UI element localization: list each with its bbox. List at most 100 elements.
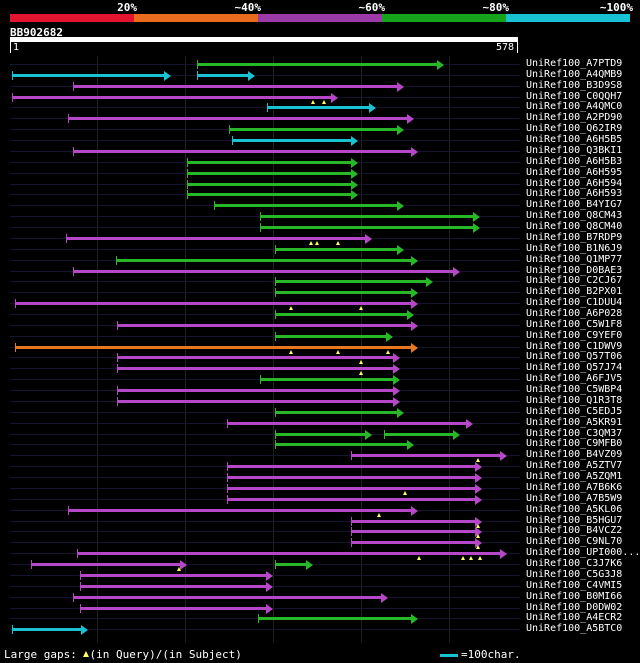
hit-name-link[interactable]: UniRef100_B4YIG7 [526, 199, 623, 210]
hit-segment[interactable] [260, 378, 394, 381]
hit-name-link[interactable]: UniRef100_A5ZTV7 [526, 460, 623, 471]
hit-segment[interactable] [80, 574, 267, 577]
hit-name-link[interactable]: UniRef100_A2PD90 [526, 112, 623, 123]
hit-name-link[interactable]: UniRef100_B0MI66 [526, 591, 623, 602]
hit-segment[interactable] [68, 117, 408, 120]
hit-segment[interactable] [73, 150, 412, 153]
hit-segment[interactable] [77, 552, 501, 555]
hit-name-link[interactable]: UniRef100_C3J7K6 [526, 558, 623, 569]
hit-name-link[interactable]: UniRef100_Q57T06 [526, 351, 623, 362]
hit-segment[interactable] [227, 487, 476, 490]
hit-segment[interactable] [187, 161, 352, 164]
hit-name-link[interactable]: UniRef100_A6H594 [526, 178, 623, 189]
hit-name-link[interactable]: UniRef100_A6H5B3 [526, 156, 623, 167]
hit-name-link[interactable]: UniRef100_Q8CM40 [526, 221, 623, 232]
hit-name-link[interactable]: UniRef100_A7B5W9 [526, 493, 623, 504]
hit-name-link[interactable]: UniRef100_C3QM37 [526, 428, 623, 439]
hit-name-link[interactable]: UniRef100_D0DW02 [526, 602, 623, 613]
hit-name-link[interactable]: UniRef100_B3D9S8 [526, 80, 623, 91]
hit-segment[interactable] [12, 74, 165, 77]
hit-name-link[interactable]: UniRef100_C0QQH7 [526, 91, 623, 102]
hit-segment[interactable] [227, 498, 476, 501]
hit-name-link[interactable]: UniRef100_B5HGU7 [526, 515, 623, 526]
hit-segment[interactable] [275, 443, 408, 446]
hit-name-link[interactable]: UniRef100_A6H593 [526, 188, 623, 199]
hit-segment[interactable] [31, 563, 181, 566]
hit-name-link[interactable]: UniRef100_B2PX01 [526, 286, 623, 297]
hit-name-link[interactable]: UniRef100_B7RDP9 [526, 232, 623, 243]
hit-segment[interactable] [68, 509, 412, 512]
hit-segment[interactable] [80, 585, 267, 588]
hit-segment[interactable] [15, 346, 412, 349]
hit-segment[interactable] [117, 389, 394, 392]
hit-name-link[interactable]: UniRef100_Q1R3T8 [526, 395, 623, 406]
hit-name-link[interactable]: UniRef100_C9YEF0 [526, 330, 623, 341]
hit-segment[interactable] [351, 530, 476, 533]
hit-segment[interactable] [73, 85, 398, 88]
hit-name-link[interactable]: UniRef100_C2CJ67 [526, 275, 623, 286]
hit-segment[interactable] [117, 400, 394, 403]
hit-segment[interactable] [275, 563, 307, 566]
hit-name-link[interactable]: UniRef100_Q1MP77 [526, 254, 623, 265]
hit-name-link[interactable]: UniRef100_A6P028 [526, 308, 623, 319]
hit-segment[interactable] [275, 313, 408, 316]
hit-segment[interactable] [214, 204, 398, 207]
hit-segment[interactable] [117, 356, 394, 359]
hit-segment[interactable] [187, 183, 352, 186]
hit-name-link[interactable]: UniRef100_A7PTD9 [526, 58, 623, 69]
hit-name-link[interactable]: UniRef100_A6H5B5 [526, 134, 623, 145]
hit-name-link[interactable]: UniRef100_C5W1F8 [526, 319, 623, 330]
hit-segment[interactable] [258, 617, 412, 620]
hit-segment[interactable] [197, 63, 438, 66]
hit-segment[interactable] [66, 237, 366, 240]
hit-segment[interactable] [117, 367, 394, 370]
hit-segment[interactable] [80, 607, 267, 610]
hit-name-link[interactable]: UniRef100_C4VMI5 [526, 580, 623, 591]
hit-segment[interactable] [275, 335, 387, 338]
hit-segment[interactable] [187, 172, 352, 175]
hit-name-link[interactable]: UniRef100_C9NL70 [526, 536, 623, 547]
hit-name-link[interactable]: UniRef100_B4VZ09 [526, 449, 623, 460]
hit-segment[interactable] [275, 280, 427, 283]
hit-segment[interactable] [117, 324, 412, 327]
hit-name-link[interactable]: UniRef100_A4QMC0 [526, 101, 623, 112]
hit-segment[interactable] [275, 291, 412, 294]
hit-segment[interactable] [227, 422, 467, 425]
hit-name-link[interactable]: UniRef100_UPI000... [526, 547, 640, 558]
hit-segment[interactable] [15, 302, 412, 305]
hit-segment[interactable] [12, 96, 332, 99]
hit-segment[interactable] [12, 628, 82, 631]
hit-segment[interactable] [227, 476, 476, 479]
hit-segment[interactable] [73, 270, 454, 273]
hit-name-link[interactable]: UniRef100_Q3BKI1 [526, 145, 623, 156]
hit-segment[interactable] [351, 520, 476, 523]
hit-segment[interactable] [260, 226, 474, 229]
hit-segment[interactable] [73, 596, 382, 599]
hit-name-link[interactable]: UniRef100_D0BAE3 [526, 265, 623, 276]
hit-name-link[interactable]: UniRef100_A7B6K6 [526, 482, 623, 493]
hit-segment[interactable] [267, 106, 370, 109]
hit-name-link[interactable]: UniRef100_C5EDJ5 [526, 406, 623, 417]
hit-segment[interactable] [275, 411, 398, 414]
hit-name-link[interactable]: UniRef100_C5G3J8 [526, 569, 623, 580]
hit-name-link[interactable]: UniRef100_C5WBP4 [526, 384, 623, 395]
hit-segment[interactable] [275, 433, 366, 436]
hit-segment[interactable] [351, 541, 476, 544]
hit-name-link[interactable]: UniRef100_C1DWV9 [526, 341, 623, 352]
hit-name-link[interactable]: UniRef100_C9MFB0 [526, 438, 623, 449]
hit-segment[interactable] [197, 74, 249, 77]
hit-name-link[interactable]: UniRef100_A5KR91 [526, 417, 623, 428]
hit-name-link[interactable]: UniRef100_Q62IR9 [526, 123, 623, 134]
hit-segment[interactable] [116, 259, 412, 262]
hit-name-link[interactable]: UniRef100_B1N6J9 [526, 243, 623, 254]
hit-segment[interactable] [351, 454, 501, 457]
hit-segment[interactable] [227, 465, 476, 468]
hit-segment[interactable] [260, 215, 474, 218]
hit-name-link[interactable]: UniRef100_A4QMB9 [526, 69, 623, 80]
hit-segment[interactable] [384, 433, 454, 436]
hit-segment[interactable] [232, 139, 352, 142]
hit-name-link[interactable]: UniRef100_B4VCZ2 [526, 525, 623, 536]
hit-name-link[interactable]: UniRef100_A5ZQM1 [526, 471, 623, 482]
hit-name-link[interactable]: UniRef100_Q57J74 [526, 362, 623, 373]
hit-name-link[interactable]: UniRef100_A6H595 [526, 167, 623, 178]
